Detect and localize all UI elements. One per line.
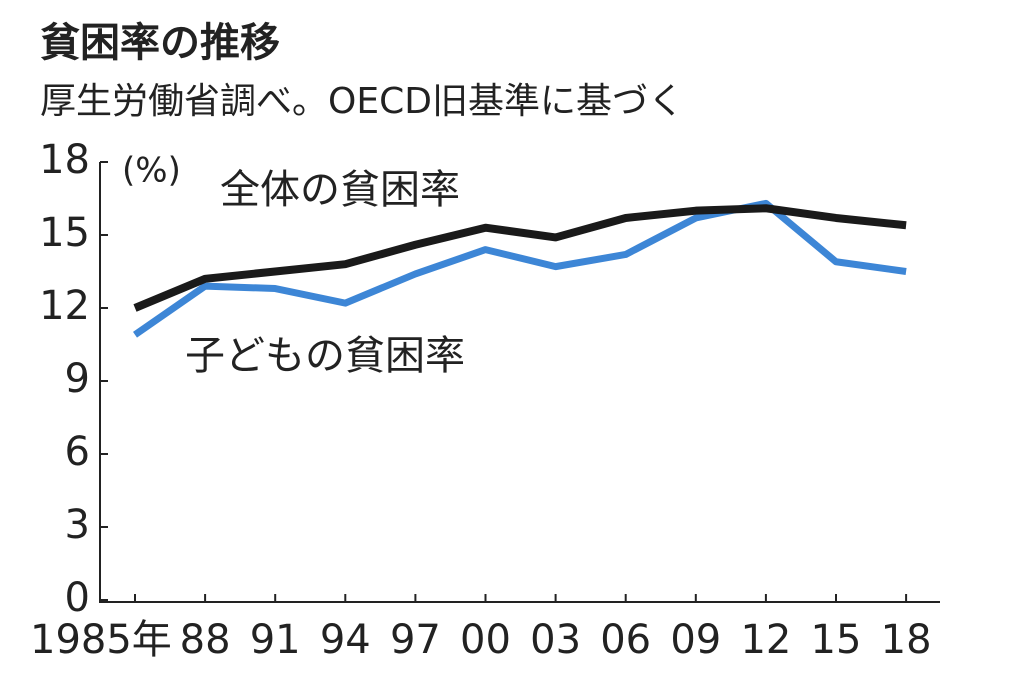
chart-title: 貧困率の推移 (40, 20, 280, 66)
x-tick-label: 1985年 (30, 617, 172, 663)
x-tick-label: 03 (530, 617, 581, 663)
series-label: 全体の貧困率 (220, 167, 460, 213)
x-tick-label: 12 (740, 617, 791, 663)
y-tick-label: 6 (65, 429, 90, 475)
y-tick-label: 18 (39, 137, 90, 183)
series-label: 子どもの貧困率 (185, 333, 465, 379)
y-tick-label: 3 (65, 502, 90, 548)
series-line (133, 199, 907, 338)
x-tick-label: 15 (811, 617, 862, 663)
y-tick-label: 9 (65, 356, 90, 402)
x-tick-label: 00 (460, 617, 511, 663)
x-tick-label: 97 (390, 617, 441, 663)
x-tick-label: 91 (250, 617, 301, 663)
x-tick-label: 88 (180, 617, 231, 663)
y-unit: (%) (122, 151, 181, 191)
y-tick-label: 12 (39, 283, 90, 329)
x-tick-label: 06 (600, 617, 651, 663)
y-tick-label: 0 (65, 575, 90, 621)
y-tick-label: 15 (39, 210, 90, 256)
chart-subtitle: 厚生労働省調べ。OECD旧基準に基づく (40, 81, 684, 122)
series-line (133, 204, 907, 312)
x-tick-label: 94 (320, 617, 371, 663)
x-tick-label: 18 (881, 617, 932, 663)
x-tick-label: 09 (670, 617, 721, 663)
